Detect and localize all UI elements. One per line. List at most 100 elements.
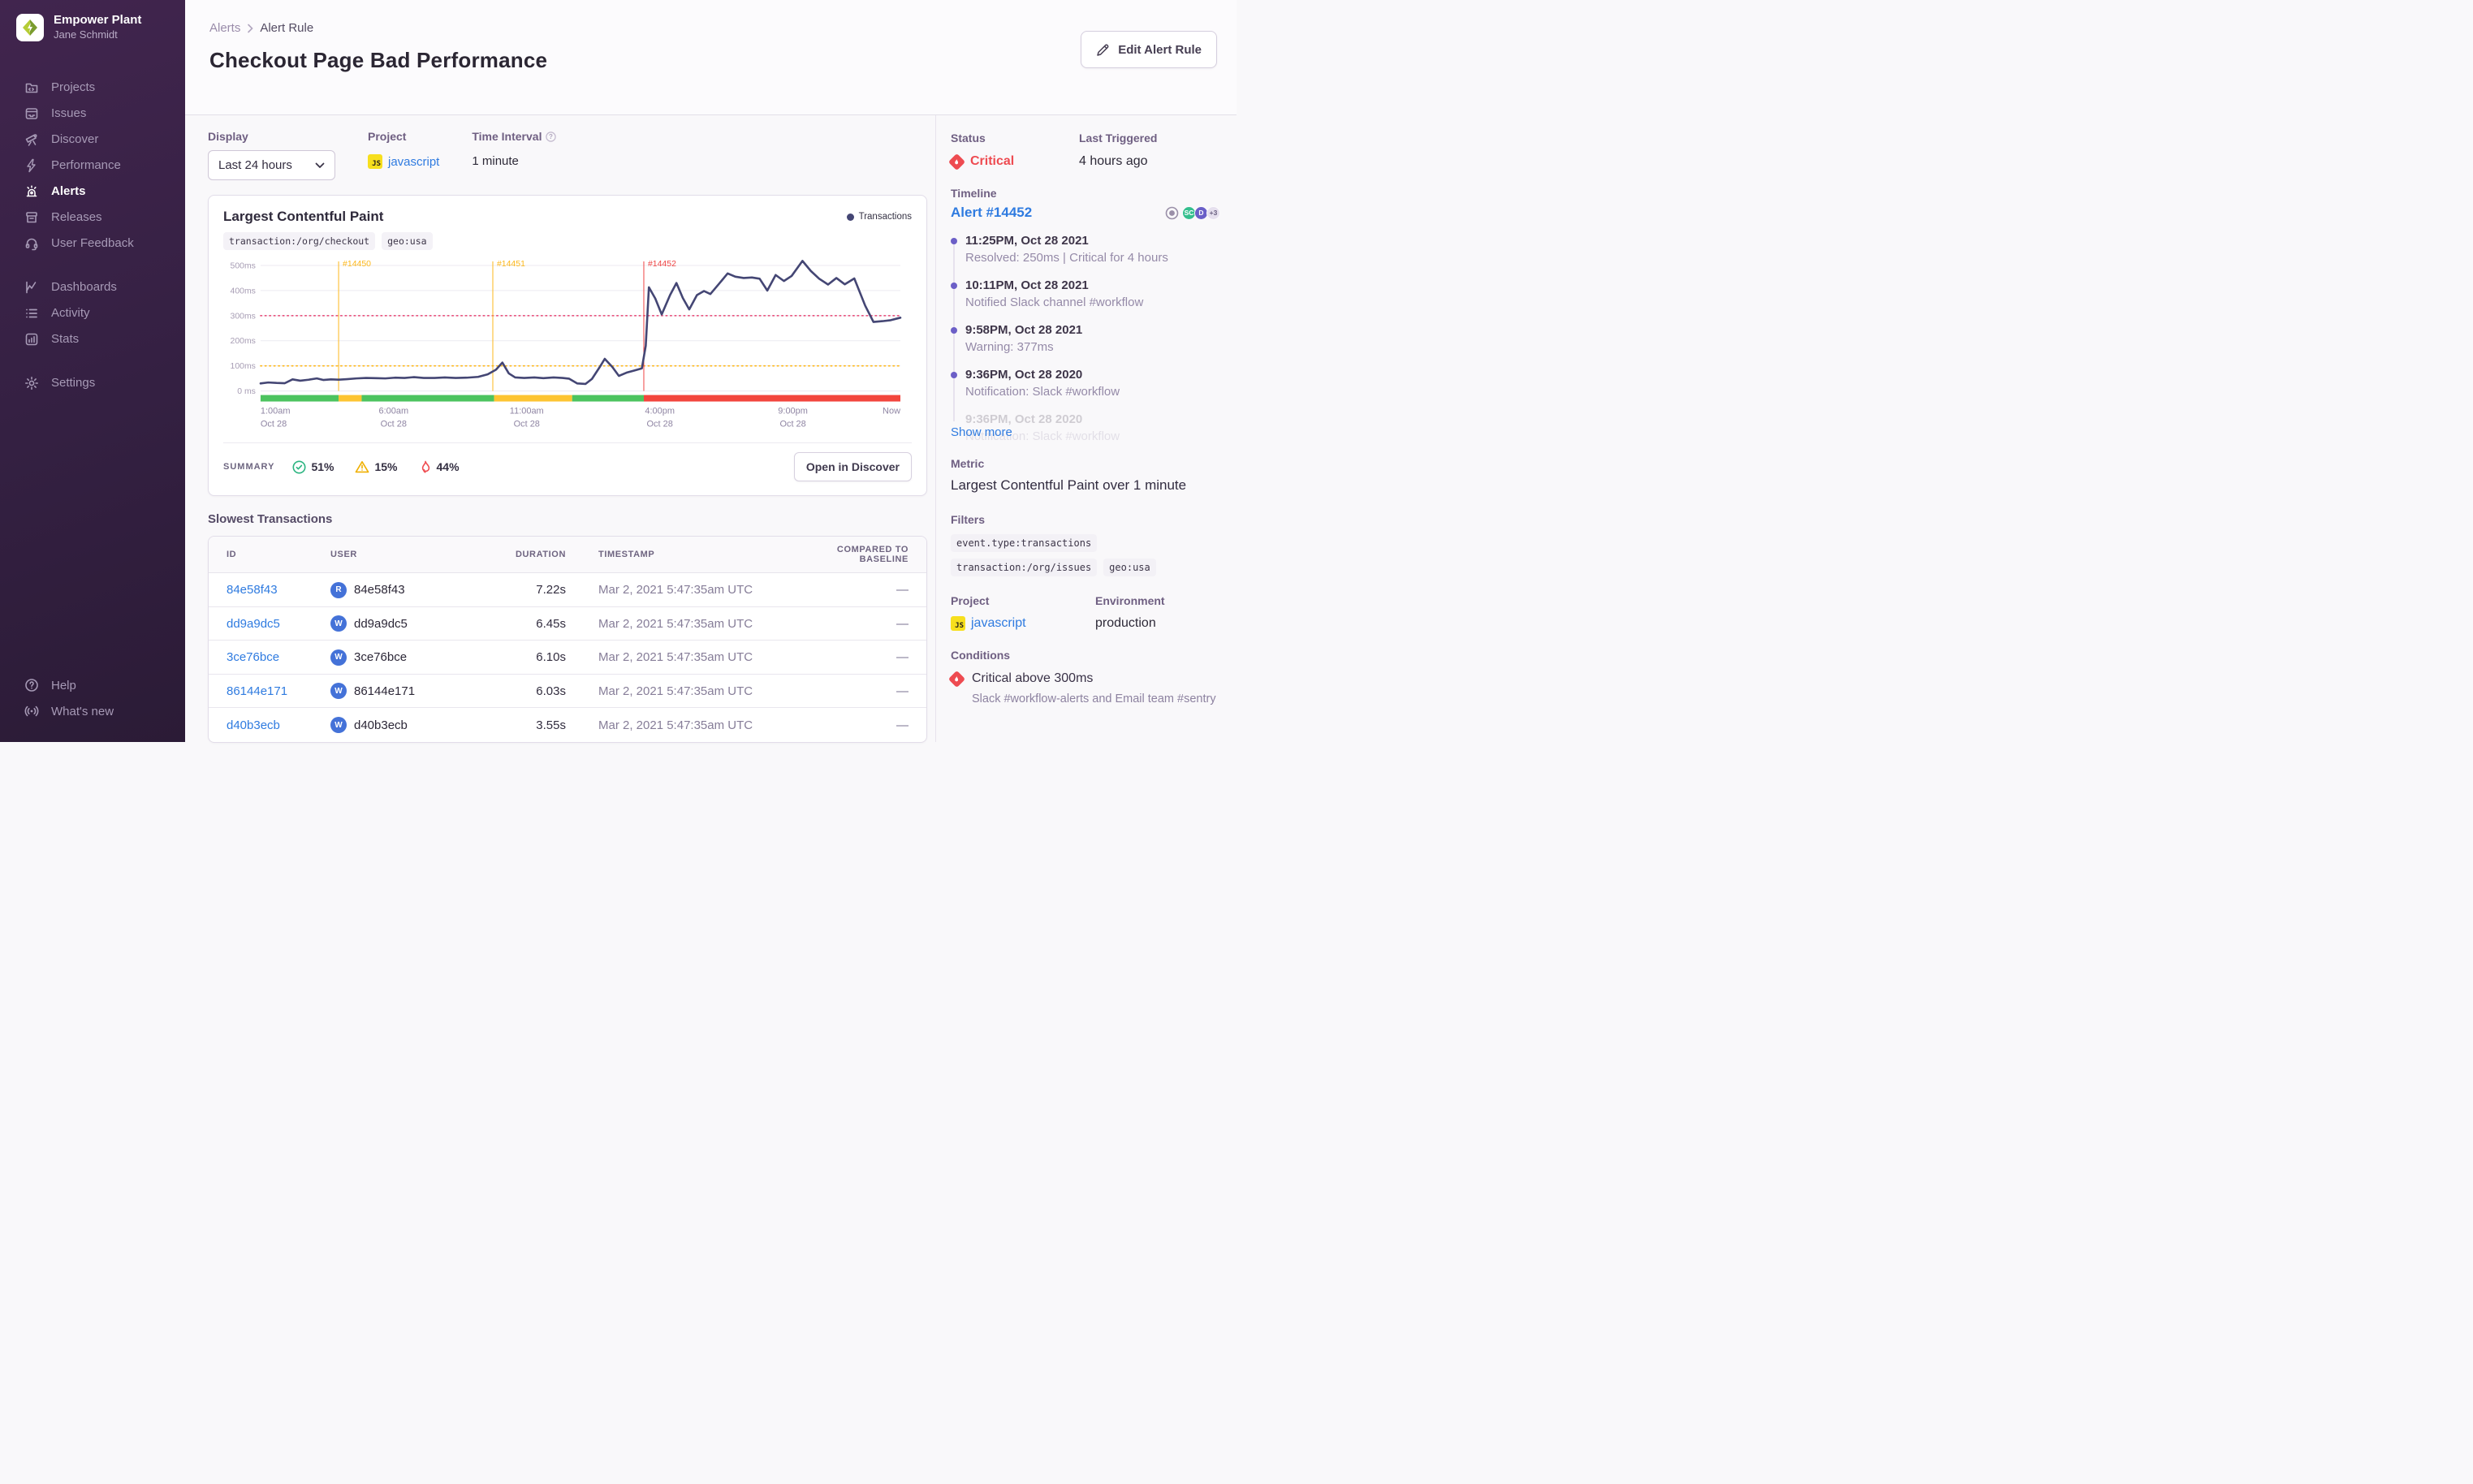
show-more-link[interactable]: Show more: [951, 425, 1012, 439]
timeline-entry-faded: 9:36PM, Oct 28 2020 Notification: Slack …: [951, 412, 1220, 443]
legend-dot: [846, 213, 854, 221]
breadcrumb-alerts-link[interactable]: Alerts: [209, 21, 241, 35]
sidebar-item-help[interactable]: Help: [0, 672, 185, 698]
svg-text:Oct 28: Oct 28: [647, 419, 673, 429]
metric-value: Largest Contentful Paint over 1 minute: [951, 477, 1187, 493]
project-link[interactable]: javascript: [388, 154, 440, 169]
sidebar-item-performance[interactable]: Performance: [0, 153, 185, 179]
user-avatar: W: [330, 649, 347, 666]
user-name: 3ce76bce: [354, 650, 408, 665]
svg-text:9:00pm: 9:00pm: [778, 407, 808, 416]
timeline-entry: 9:36PM, Oct 28 2020 Notification: Slack …: [951, 368, 1220, 399]
javascript-platform-icon: JS: [368, 154, 382, 169]
main-area: Alerts Alert Rule Checkout Page Bad Perf…: [185, 0, 1236, 743]
project-link[interactable]: javascript: [971, 616, 1026, 630]
interval-control: Time Interval ? 1 minute: [472, 130, 557, 180]
timeline-entry-time: 11:25PM, Oct 28 2021: [965, 234, 1089, 248]
sidebar-item-settings[interactable]: Settings: [0, 370, 185, 396]
activity-icon: [26, 308, 37, 318]
page-header: Alerts Alert Rule Checkout Page Bad Perf…: [185, 0, 1236, 115]
sidebar-item-label: Releases: [51, 210, 102, 225]
critical-diamond-icon: [947, 670, 966, 688]
summary-ok-stat: 51%: [292, 460, 334, 474]
main-column: Display Last 24 hours Project JS javas: [185, 115, 935, 743]
svg-text:Oct 28: Oct 28: [779, 419, 805, 429]
sidebar-item-issues[interactable]: Issues: [0, 101, 185, 127]
metric-label: Metric: [951, 457, 985, 470]
releases-icon: [26, 211, 37, 222]
org-name: Empower Plant: [54, 13, 142, 27]
sidebar-item-label: Dashboards: [51, 280, 117, 295]
sidebar-item-alerts[interactable]: Alerts: [0, 179, 185, 205]
transaction-id-link[interactable]: d40b3ecb: [227, 718, 280, 732]
sidebar-item-whats-new[interactable]: What's new: [0, 698, 185, 724]
duration-value: 6.45s: [536, 616, 566, 631]
sidebar-item-activity[interactable]: Activity: [0, 300, 185, 326]
svg-text:4:00pm: 4:00pm: [645, 407, 675, 416]
chart-legend[interactable]: Transactions: [846, 212, 912, 222]
table-row: 84e58f43 R 84e58f43 7.22s Mar 2, 2021 5:4…: [209, 573, 926, 607]
chart-title: Largest Contentful Paint: [223, 209, 384, 224]
transaction-id-link[interactable]: dd9a9dc5: [227, 616, 280, 631]
col-id: ID: [227, 550, 237, 560]
svg-text:#14452: #14452: [648, 260, 676, 269]
sidebar-item-label: Alerts: [51, 184, 86, 199]
svg-text:Oct 28: Oct 28: [514, 419, 540, 429]
filter-tag: geo:usa: [1103, 559, 1156, 576]
col-user: USER: [330, 550, 357, 560]
sidebar-item-stats[interactable]: Stats: [0, 326, 185, 352]
org-switcher[interactable]: Empower Plant Jane Schmidt: [0, 0, 185, 54]
timestamp-value: Mar 2, 2021 5:47:35am UTC: [598, 650, 753, 665]
edit-alert-rule-label: Edit Alert Rule: [1118, 42, 1202, 57]
user-avatar: W: [330, 683, 347, 700]
display-select[interactable]: Last 24 hours: [208, 150, 335, 180]
org-info: Empower Plant Jane Schmidt: [54, 13, 141, 42]
open-in-discover-button[interactable]: Open in Discover: [793, 452, 912, 482]
edit-alert-rule-button[interactable]: Edit Alert Rule: [1081, 31, 1217, 68]
visibility-icon[interactable]: [1165, 206, 1179, 220]
warning-triangle-icon: [356, 461, 369, 473]
timeline-entry-time: 9:36PM, Oct 28 2020: [965, 368, 1083, 382]
help-circle-icon[interactable]: ?: [546, 131, 557, 142]
performance-icon: [27, 158, 36, 172]
breadcrumb-current: Alert Rule: [260, 21, 314, 35]
alert-id-link[interactable]: Alert #14452: [951, 205, 1033, 220]
status-value: Critical: [970, 154, 1015, 168]
timestamp-value: Mar 2, 2021 5:47:35am UTC: [598, 718, 753, 732]
sidebar-item-discover[interactable]: Discover: [0, 127, 185, 153]
sidebar-item-label: User Feedback: [51, 236, 134, 251]
transaction-id-link[interactable]: 3ce76bce: [227, 650, 280, 665]
timeline-entry-desc: Resolved: 250ms | Critical for 4 hours: [965, 251, 1168, 265]
last-triggered-label: Last Triggered: [1079, 132, 1158, 145]
transaction-id-link[interactable]: 84e58f43: [227, 583, 278, 597]
status-label: Status: [951, 132, 986, 145]
sidebar-item-releases[interactable]: Releases: [0, 205, 185, 231]
summary-warning-value: 15%: [374, 460, 398, 474]
summary-row: SUMMARY 51%: [223, 442, 912, 485]
sidebar-item-label: Activity: [51, 306, 90, 321]
user-avatar: W: [330, 717, 347, 734]
page-title: Checkout Page Bad Performance: [209, 48, 548, 72]
sidebar-item-dashboards[interactable]: Dashboards: [0, 274, 185, 300]
slowest-transactions-heading: Slowest Transactions: [208, 512, 333, 527]
sidebar-item-user-feedback[interactable]: User Feedback: [0, 231, 185, 257]
transaction-id-link[interactable]: 86144e171: [227, 684, 288, 698]
timeline-entry-time: 10:11PM, Oct 28 2021: [965, 278, 1089, 292]
duration-value: 3.55s: [536, 718, 566, 732]
chart-tags: transaction:/org/checkout geo:usa: [223, 232, 912, 250]
timeline-entry-desc: Notification: Slack #workflow: [965, 429, 1120, 443]
duration-value: 7.22s: [536, 583, 566, 597]
sidebar-item-projects[interactable]: Projects: [0, 75, 185, 101]
timeline-entry-time: 9:36PM, Oct 28 2020: [965, 412, 1083, 426]
check-circle-icon: [292, 460, 306, 474]
empower-plant-logo-icon: [23, 19, 37, 36]
timeline-label: Timeline: [951, 187, 997, 200]
baseline-value: —: [896, 718, 908, 732]
svg-text:100ms: 100ms: [231, 362, 256, 371]
timeline-entry-desc: Notification: Slack #workflow: [965, 385, 1120, 399]
last-triggered-value: 4 hours ago: [1079, 154, 1148, 168]
user-name: d40b3ecb: [354, 718, 408, 732]
baseline-value: —: [896, 684, 908, 698]
summary-ok-value: 51%: [311, 460, 334, 474]
